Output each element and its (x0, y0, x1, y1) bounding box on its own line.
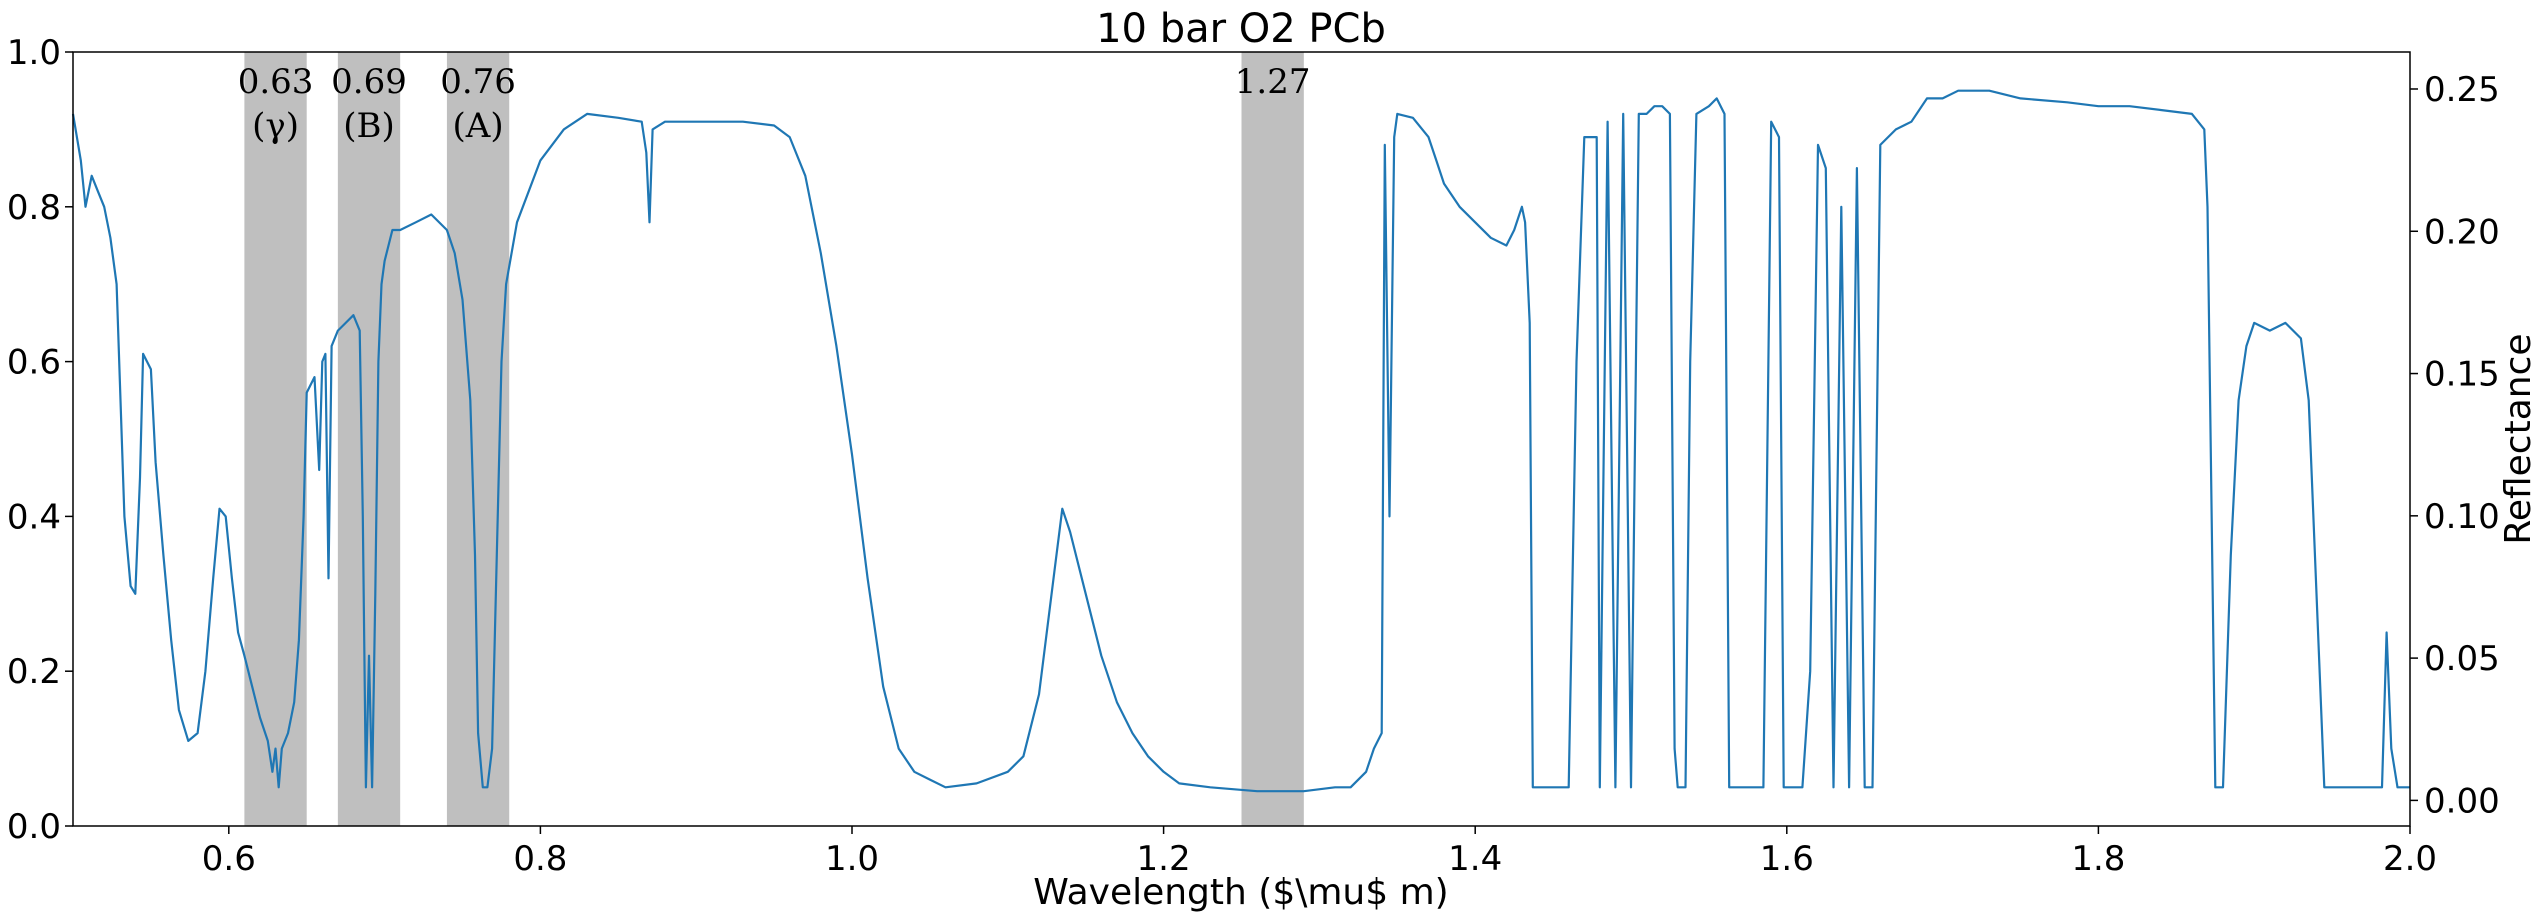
y-right-tick-label-5: 0.25 (2424, 70, 2500, 110)
band-label-top-2: 0.76 (440, 62, 516, 102)
x-tick-label-4: 1.4 (1448, 839, 1502, 879)
band-label-bottom-1: (B) (343, 106, 395, 146)
y-left-tick-label-0: 0.0 (7, 807, 61, 847)
band-label-top-1: 0.69 (331, 62, 407, 102)
x-tick-label-2: 1.0 (825, 839, 879, 879)
x-axis-label: Wavelength ($\mu$ m) (1033, 872, 1448, 913)
y-left-tick-label-2: 0.4 (7, 497, 61, 537)
plot-frame (72, 51, 2411, 827)
x-tick-label-6: 1.8 (2071, 839, 2125, 879)
band-1 (337, 52, 401, 826)
band-label-top-3: 1.27 (1235, 62, 1311, 102)
band-label-bottom-2: (A) (453, 106, 504, 146)
x-tick-label-7: 2.0 (2383, 839, 2437, 879)
y-left-tick-label-5: 1.0 (7, 33, 61, 73)
x-tick-label-0: 0.6 (202, 839, 256, 879)
y-right-tick-label-4: 0.20 (2424, 212, 2500, 252)
y-left-tick-label-4: 0.8 (7, 188, 61, 228)
x-axis: 0.6 0.8 1.0 1.2 1.4 1.6 1.8 2.0 (202, 826, 2437, 879)
band-0 (244, 52, 307, 826)
y-left-tick-label-1: 0.2 (7, 652, 61, 692)
y-right-tick-label-1: 0.05 (2424, 639, 2500, 679)
y-right-tick-label-3: 0.15 (2424, 355, 2500, 395)
band-label-top-0: 0.63 (238, 62, 314, 102)
absorption-bands: 0.63(γ) 0.69(B) 0.76(A) 1.27 (238, 52, 1311, 826)
series-layer (71, 89, 2410, 793)
series-line-0 (71, 89, 2410, 793)
y-left-tick-label-3: 0.6 (7, 343, 61, 383)
y-axis-right: 0.00 0.05 0.10 0.15 0.20 0.25 (2410, 70, 2500, 821)
x-tick-label-1: 0.8 (513, 839, 567, 879)
band-label-bottom-0: (γ) (252, 106, 299, 146)
y-right-tick-label-0: 0.00 (2424, 781, 2500, 821)
x-tick-label-5: 1.6 (1760, 839, 1814, 879)
y-axis-left: 0.0 0.2 0.4 0.6 0.8 1.0 (7, 33, 73, 847)
chart-title: 10 bar O2 PCb (1096, 6, 1386, 52)
band-3 (1241, 52, 1304, 826)
y-right-tick-label-2: 0.10 (2424, 497, 2500, 537)
x-tick-label-3: 1.2 (1137, 839, 1191, 879)
y-axis-right-label: Reflectance (2498, 333, 2536, 544)
